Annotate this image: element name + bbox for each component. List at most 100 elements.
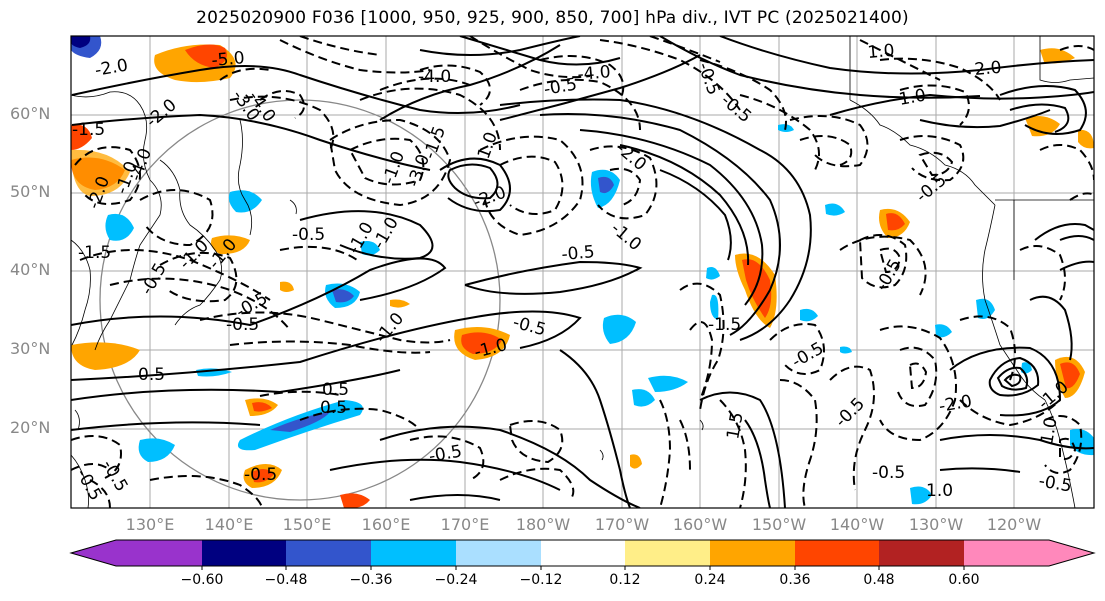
colorbar-tick-label: −0.60 <box>180 572 224 588</box>
longitude-label: 130°E <box>125 515 175 534</box>
contour-label: -0.5 <box>244 465 277 485</box>
colorbar-segment <box>879 540 964 566</box>
contour-label: -4.0 <box>577 62 612 85</box>
shade-orange-2 <box>390 299 410 308</box>
colorbar-segment <box>964 540 1049 566</box>
latitude-label: 60°N <box>10 104 51 123</box>
shade-orange-3 <box>280 281 294 292</box>
colorbar-segment <box>710 540 795 566</box>
shade-navy-midpac-1 <box>598 176 614 194</box>
shade-blue-e-6 <box>840 346 852 354</box>
contour-label: -1.5 <box>78 243 111 263</box>
contour-label: 1.0 <box>1037 416 1061 446</box>
contour-label: 0.5 <box>138 365 165 385</box>
shade-blue-5 <box>706 267 720 280</box>
latitude-label: 40°N <box>10 260 51 279</box>
colorbar <box>69 539 1096 570</box>
colorbar-tick-label: 0.48 <box>863 572 895 588</box>
shade-blue-midpac-3 <box>648 375 688 392</box>
shade-red-4 <box>252 402 272 412</box>
contour-label: 1.5 <box>723 411 747 441</box>
shade-blue-3 <box>138 438 175 462</box>
latitude-label: 20°N <box>10 418 51 437</box>
colorbar-segment <box>286 540 371 566</box>
contour-label: 2.0 <box>974 58 1003 80</box>
shade-red-ne-2 <box>1025 116 1060 137</box>
contour-label: -4.0 <box>418 67 451 87</box>
shade-orange-6 <box>340 493 370 508</box>
shade-orange-e <box>630 454 642 469</box>
shade-blue-nw-2 <box>71 36 91 48</box>
colorbar-segment <box>795 540 879 566</box>
contour-label: -0.5 <box>561 242 596 265</box>
graticule <box>71 36 1094 508</box>
colorbar-segment <box>371 540 456 566</box>
shade-red-5 <box>252 468 274 483</box>
shade-orange-west-2 <box>71 342 140 370</box>
shade-navy-1 <box>332 289 354 303</box>
ivt-shading-patches <box>71 36 1094 508</box>
shade-blue-streak-core <box>270 412 330 432</box>
colorbar-tick-label: 0.60 <box>948 572 980 588</box>
longitude-label: 170°E <box>440 515 490 534</box>
shade-blue-e-3 <box>910 486 932 505</box>
longitude-label: 170°W <box>594 515 650 534</box>
negative-contours <box>71 36 1094 508</box>
map-background <box>71 36 1094 508</box>
colorbar-tick-label: 0.36 <box>779 572 811 588</box>
contour-label: -0.5 <box>872 463 905 483</box>
longitude-label: 160°W <box>672 515 728 534</box>
longitude-label: 120°W <box>986 515 1042 534</box>
shade-red-ne-4 <box>1040 48 1075 64</box>
colorbar-segment <box>541 540 625 566</box>
longitude-label: 140°E <box>204 515 254 534</box>
shade-red-west-2 <box>71 124 92 150</box>
shade-blue-midpac-4 <box>632 389 655 407</box>
shade-red-ne-3 <box>1078 129 1094 149</box>
shade-blue-west <box>105 213 134 241</box>
colorbar-tick-label: −0.48 <box>264 572 308 588</box>
colorbar-segment <box>625 540 710 566</box>
colorbar-tick-label: −0.36 <box>349 572 393 588</box>
map-border <box>70 35 1095 509</box>
contour-label: -0.5 <box>292 225 325 245</box>
colorbar-segment <box>202 540 286 566</box>
shade-blue-e-5 <box>935 324 952 338</box>
shade-blue-midpac-2 <box>602 314 636 344</box>
contour-label: -5.0 <box>211 48 246 71</box>
contour-label: 0.5 <box>322 380 349 400</box>
shade-orange-japan <box>211 235 250 255</box>
shade-red-e-1-core <box>1060 362 1080 389</box>
shade-blue-6 <box>710 294 719 320</box>
longitude-label: 130°W <box>908 515 964 534</box>
contour-label: 0.5 <box>320 398 347 418</box>
colorbar-outline <box>69 539 1096 567</box>
colorbar-extend-max <box>1049 540 1094 566</box>
shade-red-ne-asia <box>185 44 228 68</box>
longitude-label: 180°W <box>515 515 571 534</box>
shade-blue-7 <box>800 308 818 322</box>
colorbar-segment <box>456 540 541 566</box>
positive-contours <box>71 36 1094 508</box>
shade-red-170e-core <box>461 332 502 354</box>
longitude-label: 150°W <box>751 515 807 534</box>
shade-red-150w-core <box>742 259 772 318</box>
contour-label: -0.5 <box>226 315 259 335</box>
colorbar-tick-label: 0.24 <box>694 572 726 588</box>
shade-blue-1 <box>360 241 380 256</box>
colorbar-tick-label: −0.24 <box>434 572 478 588</box>
longitude-label: 140°W <box>829 515 885 534</box>
contour-label: -1.5 <box>72 120 105 140</box>
contour-label: -1.5 <box>708 315 741 335</box>
colorbar-extend-min <box>71 540 116 566</box>
longitude-label: 150°E <box>282 515 332 534</box>
shade-red-ne-1-core <box>886 213 905 231</box>
colorbar-tick-label: −0.12 <box>519 572 563 588</box>
contour-label: 1.0 <box>867 41 896 63</box>
longitude-label: 160°E <box>361 515 411 534</box>
shade-blue-e-1 <box>976 298 995 319</box>
coastlines <box>71 36 1094 508</box>
colorbar-segment <box>116 540 202 566</box>
latitude-label: 50°N <box>10 182 51 201</box>
